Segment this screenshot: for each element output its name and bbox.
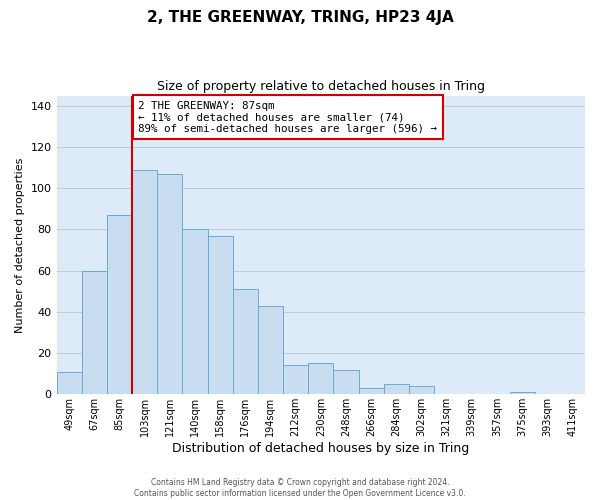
Bar <box>359 388 383 394</box>
Bar <box>157 174 182 394</box>
Text: 2, THE GREENWAY, TRING, HP23 4JA: 2, THE GREENWAY, TRING, HP23 4JA <box>146 10 454 25</box>
Bar <box>308 364 334 394</box>
Bar <box>283 366 308 394</box>
Bar <box>258 306 283 394</box>
Bar <box>383 384 409 394</box>
Text: 2 THE GREENWAY: 87sqm
← 11% of detached houses are smaller (74)
89% of semi-deta: 2 THE GREENWAY: 87sqm ← 11% of detached … <box>139 100 437 134</box>
Bar <box>107 215 132 394</box>
X-axis label: Distribution of detached houses by size in Tring: Distribution of detached houses by size … <box>172 442 469 455</box>
Bar <box>132 170 157 394</box>
Bar <box>82 270 107 394</box>
Y-axis label: Number of detached properties: Number of detached properties <box>15 157 25 332</box>
Bar <box>509 392 535 394</box>
Bar <box>208 236 233 394</box>
Bar <box>334 370 359 394</box>
Bar <box>56 372 82 394</box>
Text: Contains HM Land Registry data © Crown copyright and database right 2024.
Contai: Contains HM Land Registry data © Crown c… <box>134 478 466 498</box>
Bar <box>409 386 434 394</box>
Bar <box>233 289 258 395</box>
Title: Size of property relative to detached houses in Tring: Size of property relative to detached ho… <box>157 80 485 93</box>
Bar <box>182 230 208 394</box>
